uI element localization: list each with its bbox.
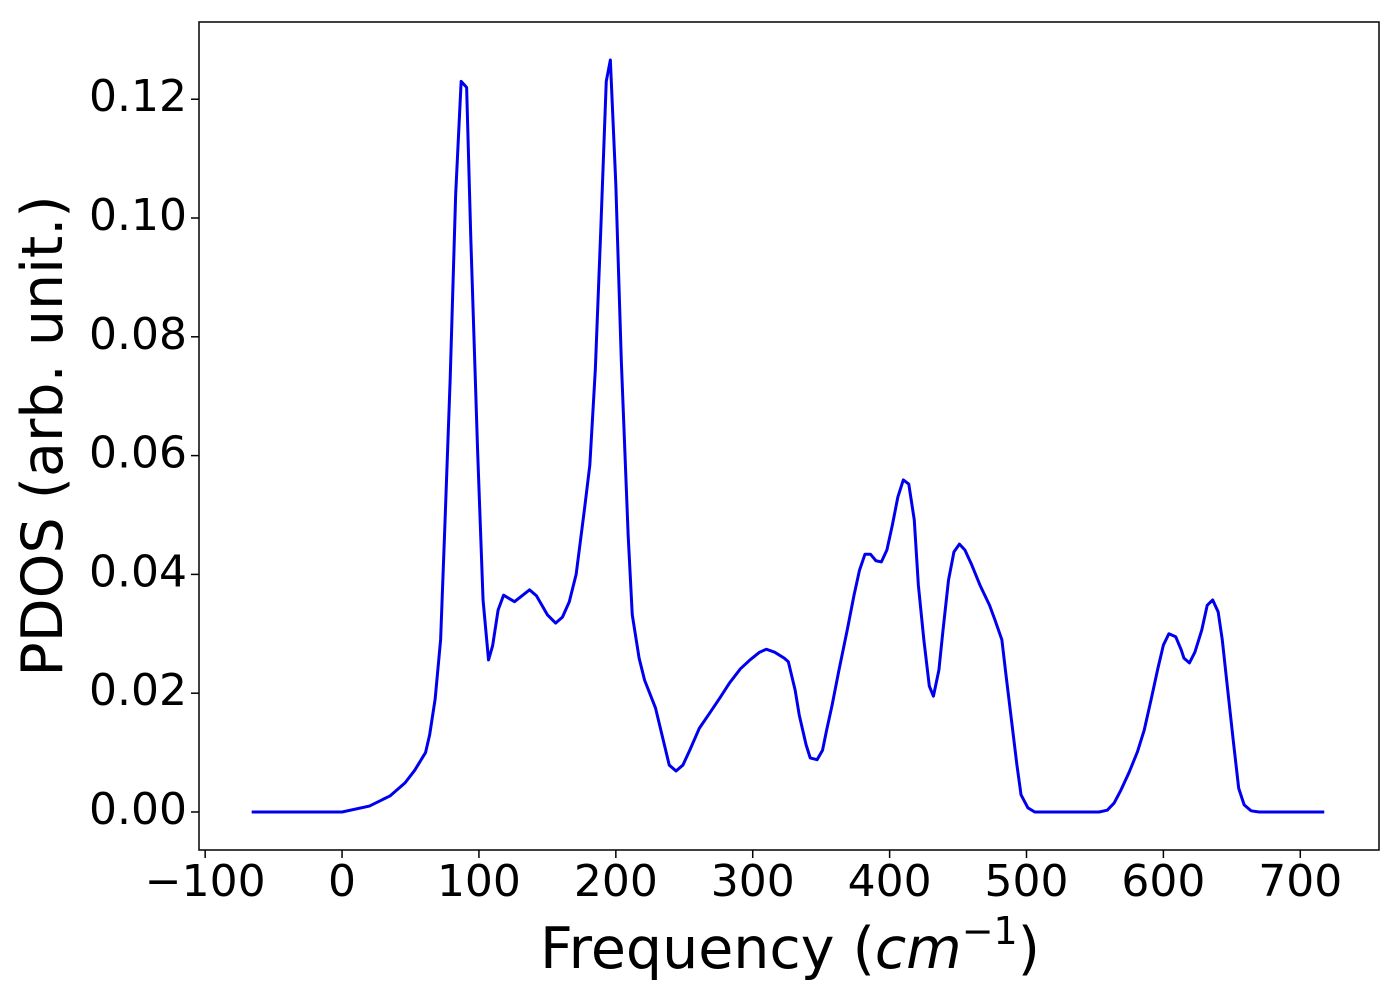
x-tick-label: 100 — [437, 856, 521, 907]
x-tick-label: 300 — [711, 856, 795, 907]
x-label-math: cm — [875, 916, 962, 982]
line-series — [251, 58, 1325, 814]
y-tick-label: 0.06 — [89, 428, 187, 479]
x-axis-label: Frequency (cm−1) — [540, 909, 1040, 982]
x-tick-label: −100 — [145, 856, 266, 907]
x-tick-label: 500 — [985, 856, 1069, 907]
y-tick-label: 0.04 — [89, 546, 187, 597]
x-label-sup: −1 — [962, 909, 1018, 953]
x-label-end: ) — [1018, 916, 1040, 982]
x-tick-label: 600 — [1121, 856, 1205, 907]
plot-frame — [198, 21, 1380, 851]
y-tick-label: 0.08 — [89, 309, 187, 360]
x-label-text: Frequency ( — [540, 916, 875, 982]
x-tick-label: 400 — [848, 856, 932, 907]
y-tick-label: 0.00 — [89, 784, 187, 835]
y-axis-label: PDOS (arb. unit.) — [10, 195, 76, 676]
x-tick-label: 0 — [328, 856, 356, 907]
y-tick-label: 0.02 — [89, 665, 187, 716]
y-tick-label: 0.12 — [89, 71, 187, 122]
x-tick-label: 200 — [574, 856, 658, 907]
y-tick-label: 0.10 — [89, 190, 187, 241]
x-tick-label: 700 — [1258, 856, 1342, 907]
